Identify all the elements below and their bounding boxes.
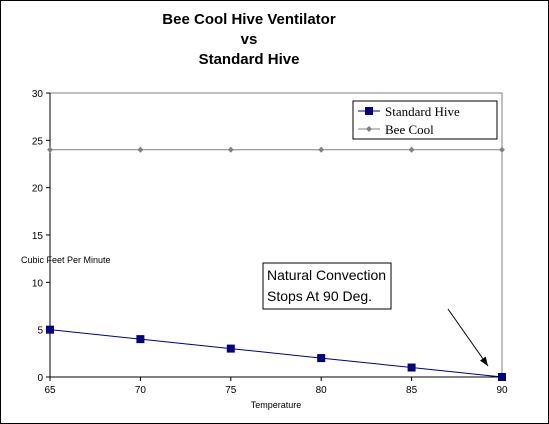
data-point-bee-cool <box>137 146 144 153</box>
y-axis: 0 5 10 15 20 25 30 <box>32 89 51 384</box>
chart-title-line-1: Bee Cool Hive Ventilator <box>162 11 336 28</box>
series-layer <box>46 146 506 381</box>
y-tick-label: 30 <box>32 89 44 100</box>
legend-marker-standard-hive <box>365 107 373 115</box>
y-tick-label: 0 <box>37 373 43 384</box>
legend-marker-bee-cool <box>366 126 372 132</box>
x-axis-title: Temperature <box>251 400 302 410</box>
data-point-bee-cool <box>499 146 505 153</box>
annotation-line-1: Natural Convection <box>267 267 386 283</box>
legend: Standard Hive Bee Cool <box>352 100 498 140</box>
data-point-standard-hive <box>317 354 326 363</box>
annotation-box <box>262 262 392 310</box>
legend-label-standard-hive: Standard Hive <box>385 104 460 119</box>
x-tick-label: 85 <box>406 385 418 396</box>
legend-box <box>352 100 498 140</box>
x-tick-label: 80 <box>316 385 328 396</box>
x-tick-label: 65 <box>44 385 56 396</box>
chart-title-line-3: Standard Hive <box>199 51 300 68</box>
series-line-standard-hive <box>49 329 503 378</box>
x-tick-label: 75 <box>225 385 237 396</box>
y-tick-label: 25 <box>32 136 44 147</box>
data-point-standard-hive <box>407 363 416 372</box>
x-axis: 65 70 75 80 85 90 <box>44 376 508 396</box>
data-point-bee-cool <box>227 146 234 153</box>
data-point-standard-hive <box>136 335 145 344</box>
data-point-standard-hive <box>498 373 506 381</box>
data-point-bee-cool <box>47 146 53 153</box>
y-tick-label: 5 <box>37 326 43 337</box>
data-point-bee-cool <box>318 146 325 153</box>
data-point-bee-cool <box>408 146 415 153</box>
data-point-standard-hive <box>226 344 235 353</box>
y-tick-label: 20 <box>32 184 44 195</box>
x-tick-label: 90 <box>496 385 508 396</box>
annotation-line-2: Stops At 90 Deg. <box>267 288 372 304</box>
y-axis-title: Cubic Feet Per Minute <box>21 255 111 265</box>
annotation: Natural Convection Stops At 90 Deg. <box>262 262 489 367</box>
y-tick-label: 15 <box>32 231 44 242</box>
annotation-arrowhead <box>479 356 488 366</box>
x-tick-label: 70 <box>135 385 147 396</box>
annotation-arrow-line <box>447 308 489 367</box>
legend-label-bee-cool: Bee Cool <box>385 122 434 137</box>
data-point-standard-hive <box>46 325 54 334</box>
chart-title-line-2: vs <box>241 31 258 48</box>
y-tick-label: 10 <box>32 278 44 289</box>
